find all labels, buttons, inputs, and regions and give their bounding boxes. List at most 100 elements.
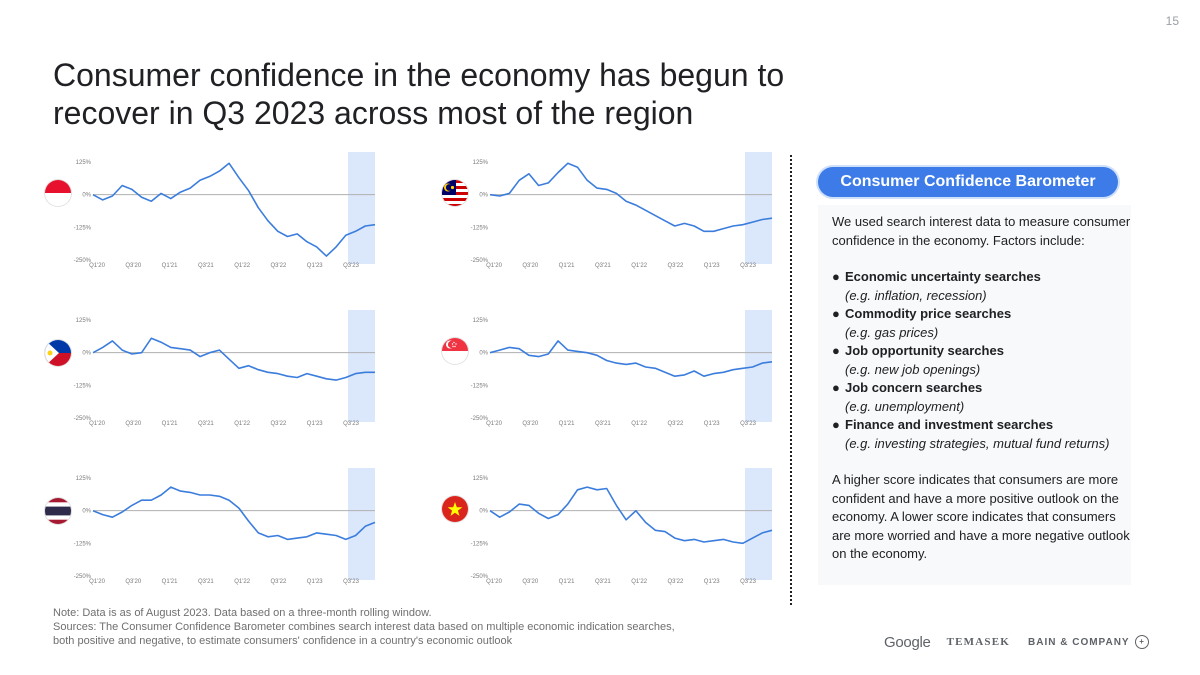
series-line <box>92 337 375 381</box>
highlight-band <box>745 152 772 264</box>
x-tick-label: Q1'21 <box>162 579 178 585</box>
chart-svg: 125% 0% -125% -250%Q1'20 Q3'20 Q1'21 Q3'21 Q1'2… <box>74 468 376 585</box>
footnote-note: Note: Data is as of August 2023. Data ba… <box>53 607 432 619</box>
x-tick-label: Q3'23 <box>740 421 756 427</box>
x-tick-label: Q1'21 <box>559 421 575 427</box>
page-title: Consumer confidence in the economy has b… <box>53 57 785 131</box>
x-tick-label: Q3'20 <box>522 421 538 427</box>
series-line <box>489 486 773 545</box>
factor-item: ● Job opportunity searches (e.g. new job o… <box>832 343 1004 377</box>
highlight-band <box>348 152 375 264</box>
y-tick-label: 0% <box>479 193 488 199</box>
factor-list: ● Economic uncertainty searches (e.g. infl… <box>832 268 1132 453</box>
chart-svg: 125% 0% -125% -250%Q1'20 Q3'20 Q1'21 Q3'21 Q1'2… <box>471 152 773 269</box>
y-tick-label: -125% <box>471 383 489 389</box>
x-tick-label: Q3'21 <box>198 579 214 585</box>
y-tick-label: 0% <box>479 509 488 515</box>
x-tick-label: Q1'23 <box>307 263 323 269</box>
temasek-logo: TEMASEK <box>946 636 1010 648</box>
x-tick-label: Q1'23 <box>704 263 720 269</box>
x-tick-label: Q3'20 <box>125 263 141 269</box>
factor-item: ● Economic uncertainty searches (e.g. infl… <box>832 269 1041 303</box>
x-tick-label: Q3'20 <box>125 579 141 585</box>
y-tick-label: 125% <box>76 476 92 482</box>
page-number: 15 <box>1165 14 1179 28</box>
y-tick-label: 125% <box>76 160 92 166</box>
bullet-icon: ● <box>832 417 840 432</box>
x-tick-label: Q3'22 <box>271 421 287 427</box>
x-tick-label: Q1'23 <box>307 421 323 427</box>
y-tick-label: -250% <box>471 258 489 264</box>
sidebar-panel <box>818 205 1131 585</box>
sidebar-intro: We used search interest data to measure … <box>832 214 1131 248</box>
x-tick-label: Q1'23 <box>704 579 720 585</box>
barometer-pill: Consumer Confidence Barometer <box>818 167 1118 197</box>
malaysia-flag <box>442 180 468 206</box>
footnote-sources: Sources: The Consumer Confidence Baromet… <box>53 621 675 647</box>
y-tick-label: 125% <box>473 318 489 324</box>
y-tick-label: 125% <box>473 476 489 482</box>
x-tick-label: Q1'22 <box>631 421 647 427</box>
bain-logo: BAIN & COMPANY <box>1028 636 1130 648</box>
y-tick-label: -250% <box>74 258 92 264</box>
x-tick-label: Q1'21 <box>162 421 178 427</box>
highlight-band <box>745 310 772 422</box>
chart-philippines: 125% 0% -125% -250% Q1'20 Q3'20 Q1'21 Q3'21 Q1'2… <box>35 310 380 435</box>
highlight-band <box>348 310 375 422</box>
x-tick-label: Q3'23 <box>343 579 359 585</box>
y-tick-label: 0% <box>479 351 488 357</box>
chart-indonesia: 125% 0% -125% -250% Q1'20 Q3'20 Q1'21 Q3'21 Q1'2… <box>35 152 380 277</box>
y-tick-label: -125% <box>74 383 92 389</box>
vietnam-flag <box>442 496 468 522</box>
x-tick-label: Q3'23 <box>740 579 756 585</box>
series-line <box>489 162 773 233</box>
y-tick-label: -250% <box>74 416 92 422</box>
chart-svg: 125% 0% -125% -250%Q1'20 Q3'20 Q1'21 Q3'21 Q1'2… <box>471 468 773 585</box>
singapore-flag <box>442 338 468 364</box>
x-tick-label: Q3'21 <box>595 421 611 427</box>
x-tick-label: Q1'22 <box>234 263 250 269</box>
y-tick-label: 0% <box>82 509 91 515</box>
y-tick-label: -250% <box>74 574 92 580</box>
y-tick-label: -250% <box>471 416 489 422</box>
x-tick-label: Q3'22 <box>668 421 684 427</box>
y-tick-label: 0% <box>82 351 91 357</box>
x-tick-label: Q1'22 <box>234 421 250 427</box>
x-tick-label: Q1'20 <box>89 421 105 427</box>
chart-svg: 125% 0% -125% -250%Q1'20 Q3'20 Q1'21 Q3'21 Q1'2… <box>471 310 773 427</box>
x-tick-label: Q3'22 <box>271 263 287 269</box>
y-tick-label: -125% <box>471 225 489 231</box>
google-logo: Google <box>884 633 931 651</box>
x-tick-label: Q3'21 <box>198 263 214 269</box>
series-line <box>489 340 773 377</box>
x-tick-label: Q3'20 <box>522 263 538 269</box>
x-tick-label: Q1'20 <box>486 421 502 427</box>
factor-item: ● Job concern searches (e.g. unemployment) <box>832 380 983 414</box>
thailand-flag <box>45 498 71 524</box>
footnote: Note: Data is as of August 2023. Data ba… <box>53 606 693 648</box>
bullet-icon: ● <box>832 269 840 284</box>
chart-malaysia: 125% 0% -125% -250% Q1'20 Q3'20 Q1'21 Q3'21 Q1'2… <box>432 152 777 277</box>
chart-vietnam: 125% 0% -125% -250% Q1'20 Q3'20 Q1'21 Q3'21 Q1'2… <box>432 468 777 593</box>
vertical-divider <box>790 155 792 605</box>
y-tick-label: -250% <box>471 574 489 580</box>
x-tick-label: Q1'21 <box>559 579 575 585</box>
x-tick-label: Q1'23 <box>704 421 720 427</box>
sidebar-text: We used search interest data to measure … <box>832 213 1132 564</box>
series-line <box>92 162 376 257</box>
bullet-icon: ● <box>832 343 840 358</box>
x-tick-label: Q3'20 <box>125 421 141 427</box>
partner-logos: Google TEMASEK BAIN & COMPANY + <box>884 632 1149 652</box>
chart-singapore: 125% 0% -125% -250% Q1'20 Q3'20 Q1'21 Q3'21 Q1'2… <box>432 310 777 435</box>
series-line <box>92 486 376 541</box>
bullet-icon: ● <box>832 380 840 395</box>
indonesia-flag <box>45 180 71 206</box>
chart-thailand: 125% 0% -125% -250% Q1'20 Q3'20 Q1'21 Q3'21 Q1'2… <box>35 468 380 593</box>
x-tick-label: Q3'22 <box>668 579 684 585</box>
x-tick-label: Q3'23 <box>343 263 359 269</box>
x-tick-label: Q3'22 <box>271 579 287 585</box>
x-tick-label: Q3'21 <box>595 263 611 269</box>
x-tick-label: Q3'22 <box>668 263 684 269</box>
x-tick-label: Q1'22 <box>631 579 647 585</box>
y-tick-label: 125% <box>76 318 92 324</box>
